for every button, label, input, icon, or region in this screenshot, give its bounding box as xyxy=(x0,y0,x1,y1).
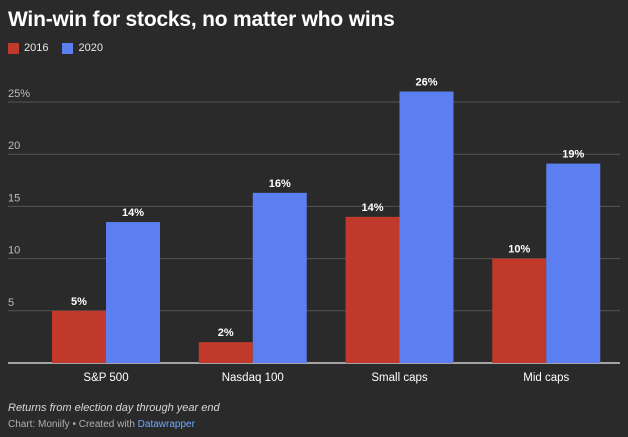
y-tick-label: 10 xyxy=(8,245,20,257)
legend-label-2020: 2020 xyxy=(78,42,103,54)
chart-note: Returns from election day through year e… xyxy=(8,402,220,414)
legend-item-2016: 2016 xyxy=(8,42,48,54)
chart-title: Win-win for stocks, no matter who wins xyxy=(8,8,395,31)
y-tick-label: 15 xyxy=(8,192,20,204)
bar xyxy=(399,91,454,363)
datawrapper-link[interactable]: Datawrapper xyxy=(137,419,195,430)
bar xyxy=(106,222,160,363)
x-tick-label: Nasdaq 100 xyxy=(222,372,284,384)
credit-text: Chart: Moniify • Created with xyxy=(8,419,138,430)
legend: 2016 2020 xyxy=(8,42,103,54)
bar-value-label: 10% xyxy=(508,244,530,256)
legend-swatch-2020 xyxy=(62,42,74,54)
bar-value-label: 5% xyxy=(71,296,87,308)
bar-value-label: 14% xyxy=(122,207,144,219)
y-tick-label: 20 xyxy=(8,140,20,152)
bar-value-label: 19% xyxy=(562,149,584,161)
bar xyxy=(198,342,253,363)
bar-value-label: 26% xyxy=(415,77,437,89)
bar xyxy=(345,216,400,363)
bar xyxy=(252,192,307,363)
x-tick-label: Small caps xyxy=(371,372,427,384)
bar-value-label: 16% xyxy=(269,178,291,190)
bar xyxy=(492,258,547,363)
bar-value-label: 2% xyxy=(218,327,234,339)
y-tick-label: 5 xyxy=(8,297,14,309)
y-tick-label: 25% xyxy=(8,88,30,100)
bar xyxy=(546,163,601,363)
legend-item-2020: 2020 xyxy=(62,42,103,54)
bar xyxy=(52,310,106,363)
bar-value-label: 14% xyxy=(361,202,383,214)
legend-label-2016: 2016 xyxy=(24,42,49,54)
x-tick-label: S&P 500 xyxy=(83,372,128,384)
legend-swatch-2016 xyxy=(8,42,19,54)
x-tick-label: Mid caps xyxy=(523,372,569,384)
chart-credit: Chart: Moniify • Created with Datawrappe… xyxy=(8,419,195,430)
